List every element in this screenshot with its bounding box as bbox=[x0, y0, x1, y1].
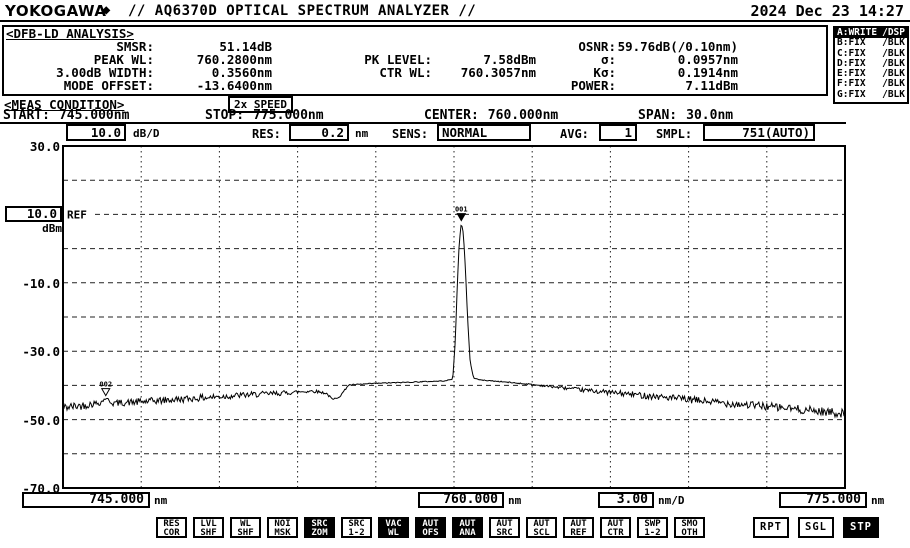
dfb-ld-analysis-panel: <DFB-LD ANALYSIS> SMSR: 51.14dB OSNR: 59… bbox=[2, 25, 828, 96]
trace-row-e: E:FIX/BLK bbox=[837, 68, 905, 80]
start-field: START: 745.000nm bbox=[3, 108, 130, 123]
smpl-box[interactable]: 751(AUTO) bbox=[703, 124, 815, 141]
btn-stp[interactable]: STP bbox=[843, 517, 879, 538]
function-button-row: RES COR LVL SHF WL SHF NOI MSK SRC ZOM SRC 1-2 VAC WL… bbox=[156, 517, 705, 538]
sens-box[interactable]: NORMAL bbox=[437, 124, 531, 141]
sens-label: SENS: bbox=[392, 127, 429, 141]
speed-badge: 2x SPEED bbox=[228, 96, 293, 113]
ctr-wl-value: 760.3057nm bbox=[460, 65, 536, 80]
marker-002-label: 002 bbox=[99, 381, 112, 389]
btn-sgl[interactable]: SGL bbox=[798, 517, 834, 538]
level-scale-box[interactable]: 10.0 bbox=[66, 124, 126, 141]
ctr-wl-label: CTR WL: bbox=[379, 65, 432, 80]
marker-001-icon bbox=[456, 213, 467, 222]
btn-aut-ref[interactable]: AUT REF bbox=[563, 517, 594, 538]
meas-condition-heading: <MEAS CONDITION> bbox=[4, 97, 125, 112]
xaxis-start-unit: nm bbox=[154, 494, 168, 507]
btn-swp-1-2[interactable]: SWP 1-2 bbox=[637, 517, 668, 538]
yaxis-label-30: 30.0 bbox=[29, 139, 60, 154]
yokogawa-diamond-icon: ◆ bbox=[102, 2, 111, 18]
mode-offset-label: MODE OFFSET: bbox=[63, 78, 154, 93]
pk-level-value: 7.58dBm bbox=[483, 52, 536, 67]
btn-src-zom[interactable]: SRC ZOM bbox=[304, 517, 335, 538]
smpl-label: SMPL: bbox=[656, 127, 693, 141]
btn-aut-ana[interactable]: AUT ANA bbox=[452, 517, 483, 538]
span-field: SPAN: 30.0nm bbox=[638, 108, 734, 123]
marker-002-icon bbox=[100, 388, 111, 397]
trace-status-panel: A:WRITE/DSP B:FIX/BLK C:FIX/BLK D:FIX/BLK E:… bbox=[833, 26, 909, 104]
xaxis-center-box[interactable]: 760.000 bbox=[418, 492, 504, 508]
btn-rpt[interactable]: RPT bbox=[753, 517, 789, 538]
ref-line-label: REF bbox=[67, 208, 87, 221]
btn-vac-wl[interactable]: VAC WL bbox=[378, 517, 409, 538]
center-field: CENTER: 760.000nm bbox=[424, 108, 559, 123]
trace-row-a: A:WRITE/DSP bbox=[835, 27, 907, 39]
page-title: // AQ6370D OPTICAL SPECTRUM ANALYZER // bbox=[128, 3, 477, 19]
power-value: 7.11dBm bbox=[685, 78, 738, 93]
trace-row-b: B:FIX/BLK bbox=[837, 37, 905, 49]
power-label: POWER: bbox=[570, 78, 616, 93]
spectrum-trace bbox=[62, 224, 846, 419]
level-scale-unit: dB/D bbox=[133, 127, 160, 140]
spectrum-chart: REF 001 002 bbox=[62, 145, 846, 489]
marker-001-label: 001 bbox=[455, 206, 468, 214]
width-3db-value: 0.3560nm bbox=[211, 65, 272, 80]
peak-wl-label: PEAK WL: bbox=[93, 52, 154, 67]
res-unit: nm bbox=[355, 127, 369, 140]
btn-src-1-2[interactable]: SRC 1-2 bbox=[341, 517, 372, 538]
analysis-heading: <DFB-LD ANALYSIS> bbox=[6, 26, 134, 41]
meas-condition-row: START: 745.000nm STOP: 775.000nm CENTER: 76… bbox=[0, 108, 850, 123]
k-sigma-label: Kσ: bbox=[593, 65, 616, 80]
header-bar: YOKOGAWA ◆ // AQ6370D OPTICAL SPECTRUM A… bbox=[0, 0, 910, 22]
avg-box[interactable]: 1 bbox=[599, 124, 637, 141]
pk-level-label: PK LEVEL: bbox=[364, 52, 432, 67]
yaxis-label-m30: -30.0 bbox=[22, 344, 60, 359]
peak-wl-value: 760.2800nm bbox=[196, 52, 272, 67]
xaxis-start-box[interactable]: 745.000 bbox=[22, 492, 150, 508]
btn-res-cor[interactable]: RES COR bbox=[156, 517, 187, 538]
xaxis-scale-box[interactable]: 3.00 bbox=[598, 492, 654, 508]
smsr-value: 51.14dB bbox=[219, 39, 272, 54]
trace-row-d: D:FIX/BLK bbox=[837, 57, 905, 69]
btn-wl-shf[interactable]: WL SHF bbox=[230, 517, 261, 538]
res-label: RES: bbox=[252, 127, 281, 141]
xaxis-stop-unit: nm bbox=[871, 494, 885, 507]
btn-aut-ofs[interactable]: AUT OFS bbox=[415, 517, 446, 538]
k-sigma-value: 0.1914nm bbox=[677, 65, 738, 80]
xaxis-center-unit: nm bbox=[508, 494, 522, 507]
trace-row-f: F:FIX/BLK bbox=[837, 78, 905, 90]
datetime-display: 2024 Dec 23 14:27 bbox=[750, 2, 904, 20]
xaxis-stop-box[interactable]: 775.000 bbox=[779, 492, 867, 508]
osnr-value: 59.76dB(/0.10nm) bbox=[617, 39, 738, 54]
ref-level-box[interactable]: 10.0 bbox=[5, 206, 62, 222]
btn-noi-msk[interactable]: NOI MSK bbox=[267, 517, 298, 538]
avg-label: AVG: bbox=[560, 127, 589, 141]
btn-smo-oth[interactable]: SMO OTH bbox=[674, 517, 705, 538]
section-divider bbox=[0, 122, 846, 124]
width-3db-label: 3.00dB WIDTH: bbox=[56, 65, 154, 80]
sweep-button-row: RPT SGL STP bbox=[753, 517, 879, 538]
osnr-label: OSNR: bbox=[578, 39, 616, 54]
stop-field: STOP: 775.000nm bbox=[205, 108, 324, 123]
btn-lvl-shf[interactable]: LVL SHF bbox=[193, 517, 224, 538]
yaxis-unit-dbm: dBm bbox=[42, 222, 62, 235]
trace-row-g: G:FIX/BLK bbox=[837, 88, 905, 100]
mode-offset-value: -13.6400nm bbox=[196, 78, 272, 93]
analysis-grid: SMSR: 51.14dB OSNR: 59.76dB(/0.10nm) PEA… bbox=[4, 40, 826, 92]
btn-aut-ctr[interactable]: AUT CTR bbox=[600, 517, 631, 538]
xaxis-scale-unit: nm/D bbox=[658, 494, 685, 507]
sigma-value: 0.0957nm bbox=[677, 52, 738, 67]
yaxis-label-m10: -10.0 bbox=[22, 276, 60, 291]
btn-aut-scl[interactable]: AUT SCL bbox=[526, 517, 557, 538]
trace-row-c: C:FIX/BLK bbox=[837, 47, 905, 59]
yokogawa-logo: YOKOGAWA bbox=[5, 2, 107, 20]
res-box[interactable]: 0.2 bbox=[289, 124, 349, 141]
btn-aut-src[interactable]: AUT SRC bbox=[489, 517, 520, 538]
smsr-label: SMSR: bbox=[116, 39, 154, 54]
yaxis-label-m50: -50.0 bbox=[22, 413, 60, 428]
sigma-label: σ: bbox=[600, 52, 616, 67]
